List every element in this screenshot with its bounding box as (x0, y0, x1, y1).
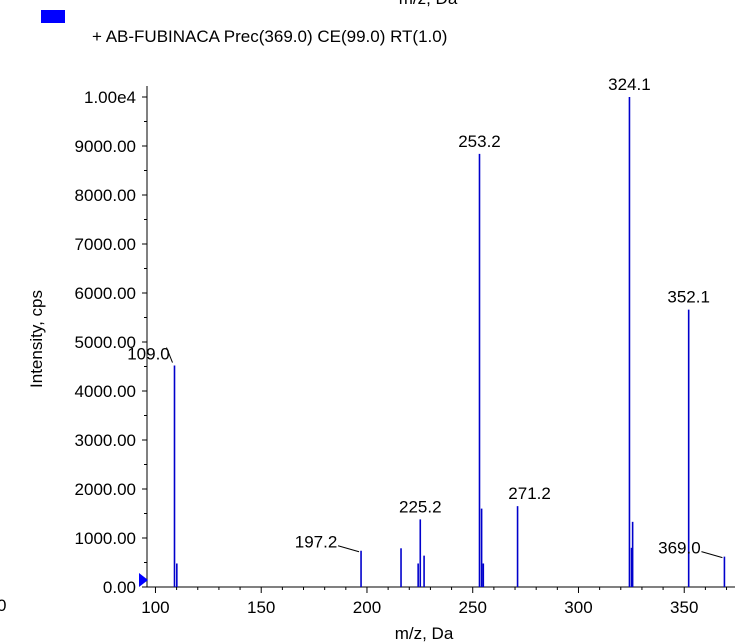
peak-label: 352.1 (667, 288, 710, 307)
y-tick-label: 3000.00 (75, 431, 136, 450)
peak-label: 109.0 (127, 345, 170, 364)
y-tick-label: 8000.00 (75, 186, 136, 205)
y-tick-label: 4000.00 (75, 382, 136, 401)
x-tick-label: 250 (459, 598, 487, 617)
y-tick-label: 5000.00 (75, 333, 136, 352)
legend-swatch (41, 10, 65, 23)
x-tick-label: 350 (670, 598, 698, 617)
y-tick-label: 2000.00 (75, 480, 136, 499)
cutoff-axis-title: m/z, Da (399, 0, 458, 8)
peak-label: 253.2 (458, 132, 501, 151)
legend-label: + AB-FUBINACA Prec(369.0) CE(99.0) RT(1.… (92, 27, 447, 46)
y-tick-label: 7000.00 (75, 235, 136, 254)
peak-label: 369.0 (658, 539, 701, 558)
x-tick-label: 200 (353, 598, 381, 617)
peak-leader-line (337, 545, 360, 553)
x-axis-title: m/z, Da (395, 624, 454, 643)
y-tick-label: 6000.00 (75, 284, 136, 303)
cutoff-tick-label: 0 (0, 596, 6, 615)
peak-leader-line (701, 551, 723, 559)
y-tick-label: 0.00 (103, 578, 136, 597)
peak-label: 197.2 (295, 533, 338, 552)
x-tick-label: 150 (247, 598, 275, 617)
y-axis-title: Intensity, cps (27, 290, 46, 388)
y-tick-label: 9000.00 (75, 137, 136, 156)
x-tick-label: 100 (141, 598, 169, 617)
origin-marker (139, 573, 148, 587)
legend: + AB-FUBINACA Prec(369.0) CE(99.0) RT(1.… (41, 10, 447, 46)
peak-label: 225.2 (399, 497, 442, 516)
peak-label: 324.1 (608, 75, 651, 94)
peak-leader-line (166, 347, 173, 363)
y-tick-label: 1.00e4 (84, 88, 136, 107)
y-tick-label: 1000.00 (75, 529, 136, 548)
peak-label: 271.2 (508, 484, 551, 503)
x-tick-label: 300 (564, 598, 592, 617)
plot-area: 0.00 1000.00 2000.00 3000.00 4000.00 5000.00 6… (27, 75, 735, 643)
